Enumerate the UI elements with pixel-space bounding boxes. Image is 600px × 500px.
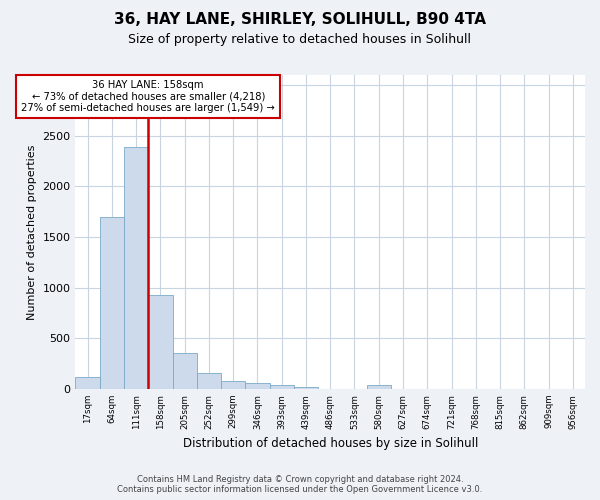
Text: 36 HAY LANE: 158sqm
← 73% of detached houses are smaller (4,218)
27% of semi-det: 36 HAY LANE: 158sqm ← 73% of detached ho… [22,80,275,114]
Bar [269,385,294,389]
Bar [367,385,391,389]
Bar [197,373,221,389]
Bar [76,378,100,389]
Bar [100,217,124,389]
Bar [221,381,245,389]
Bar [148,295,173,389]
Text: Contains HM Land Registry data © Crown copyright and database right 2024.
Contai: Contains HM Land Registry data © Crown c… [118,474,482,494]
Bar [173,354,197,389]
Bar [294,387,318,389]
X-axis label: Distribution of detached houses by size in Solihull: Distribution of detached houses by size … [182,437,478,450]
Bar [245,384,269,389]
Text: Size of property relative to detached houses in Solihull: Size of property relative to detached ho… [128,32,472,46]
Text: 36, HAY LANE, SHIRLEY, SOLIHULL, B90 4TA: 36, HAY LANE, SHIRLEY, SOLIHULL, B90 4TA [114,12,486,28]
Y-axis label: Number of detached properties: Number of detached properties [27,144,37,320]
Bar [124,147,148,389]
